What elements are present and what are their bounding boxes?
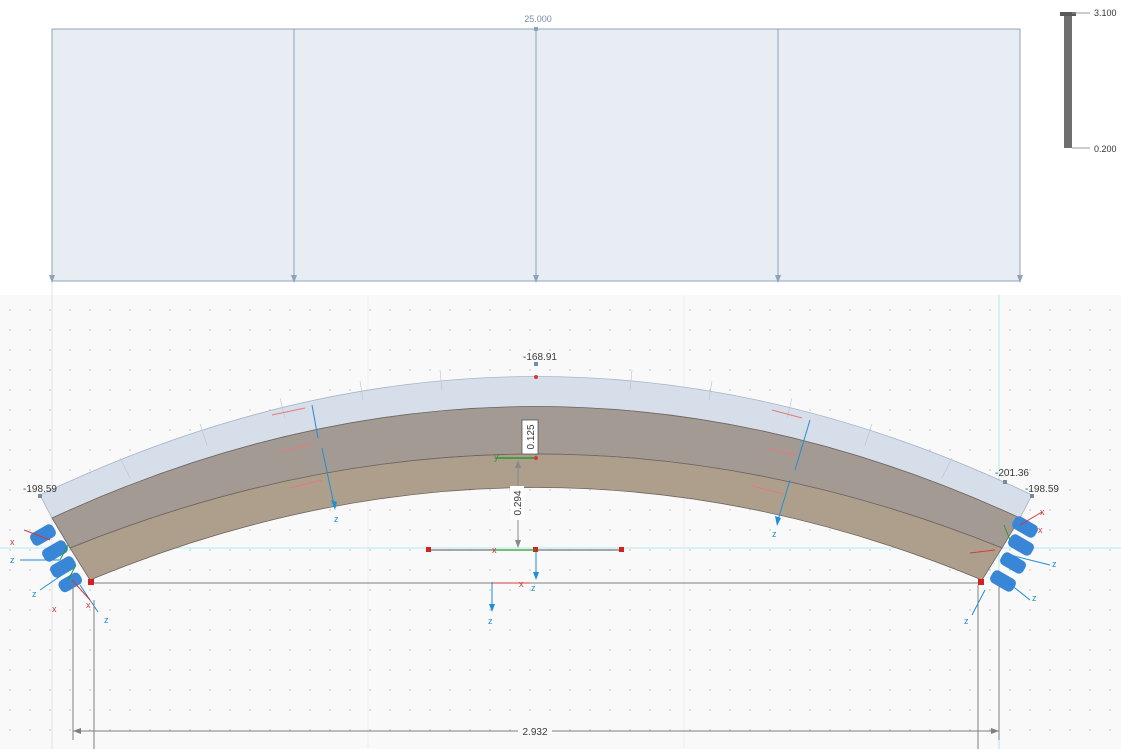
- axis-label: x: [10, 537, 15, 547]
- axis-label: x: [519, 579, 524, 589]
- crown-node-marker: [534, 362, 538, 366]
- axis-label: z: [1052, 559, 1057, 569]
- rise-dimension-label: 0.294: [513, 490, 524, 515]
- span-dimension-label: 2.932: [522, 727, 547, 738]
- axis-label: z: [772, 529, 777, 539]
- thickness-dimension-box: [521, 419, 539, 455]
- support-hinge: [58, 572, 83, 593]
- load-value-marker: [534, 27, 538, 31]
- support-hinge: [30, 524, 56, 546]
- scale-bar-max-label: 3.100: [1094, 8, 1117, 18]
- left-support[interactable]: x z z x x z: [10, 522, 109, 625]
- arch-lower-section: [69, 453, 1003, 581]
- span-dimension: 2.932: [72, 585, 1000, 749]
- chord-center-marker: z x: [488, 579, 530, 626]
- right-inner-value-label: -201.36: [995, 468, 1029, 479]
- right-support[interactable]: x x z z z: [964, 507, 1057, 626]
- local-axes-left: z: [271, 404, 339, 524]
- axis-label: z: [1032, 593, 1037, 603]
- axis-label: y: [494, 452, 499, 462]
- axis-label: x: [1040, 507, 1045, 517]
- support-hinge: [990, 570, 1016, 592]
- support-hinge: [1000, 552, 1026, 574]
- axis-label: x: [492, 545, 497, 555]
- load-arrow-head: [49, 275, 55, 283]
- load-arrow-head: [775, 275, 781, 283]
- axis-label: z: [964, 616, 969, 626]
- axis-label: z: [104, 615, 109, 625]
- crown-value-label: -168.91: [523, 352, 557, 363]
- right-outer-value-label: -198.59: [1025, 484, 1059, 495]
- scale-bar-body: [1064, 14, 1072, 148]
- local-axes-right: z: [751, 409, 811, 539]
- axis-label: z: [531, 583, 536, 593]
- axis-label: x: [52, 604, 57, 614]
- scale-bar-cap: [1060, 12, 1076, 16]
- axis-label: x: [1038, 525, 1043, 535]
- axis-label: z: [488, 616, 493, 626]
- support-line: x z: [426, 545, 624, 593]
- axis-label: z: [334, 514, 339, 524]
- support-hinge: [1012, 516, 1038, 538]
- thickness-dimension-label: 0.125: [526, 424, 537, 449]
- load-diagram[interactable]: 25.000: [49, 14, 1023, 283]
- load-arrow-head: [291, 275, 297, 283]
- load-arrow-head: [533, 275, 539, 283]
- axis-label: z: [10, 555, 15, 565]
- scale-bar-min-label: 0.200: [1094, 144, 1117, 154]
- thickness-scale-bar: 3.100 0.200: [1060, 8, 1117, 154]
- arch-segment-lines: [119, 369, 953, 479]
- support-hinge: [1008, 534, 1034, 556]
- axis-label: z: [32, 589, 37, 599]
- right-outer-node-marker: [1030, 494, 1034, 498]
- left-value-label: -198.59: [23, 484, 57, 495]
- right-node-marker: [1003, 480, 1007, 484]
- load-value-label: 25.000: [524, 14, 552, 24]
- left-node-marker: [38, 494, 42, 498]
- support-hinge: [42, 540, 68, 562]
- crown-dimensions: 0.125 0.294 y: [494, 375, 539, 548]
- axis-label: x: [86, 600, 91, 610]
- load-arrow-head: [1017, 275, 1023, 283]
- support-hinge: [50, 556, 76, 578]
